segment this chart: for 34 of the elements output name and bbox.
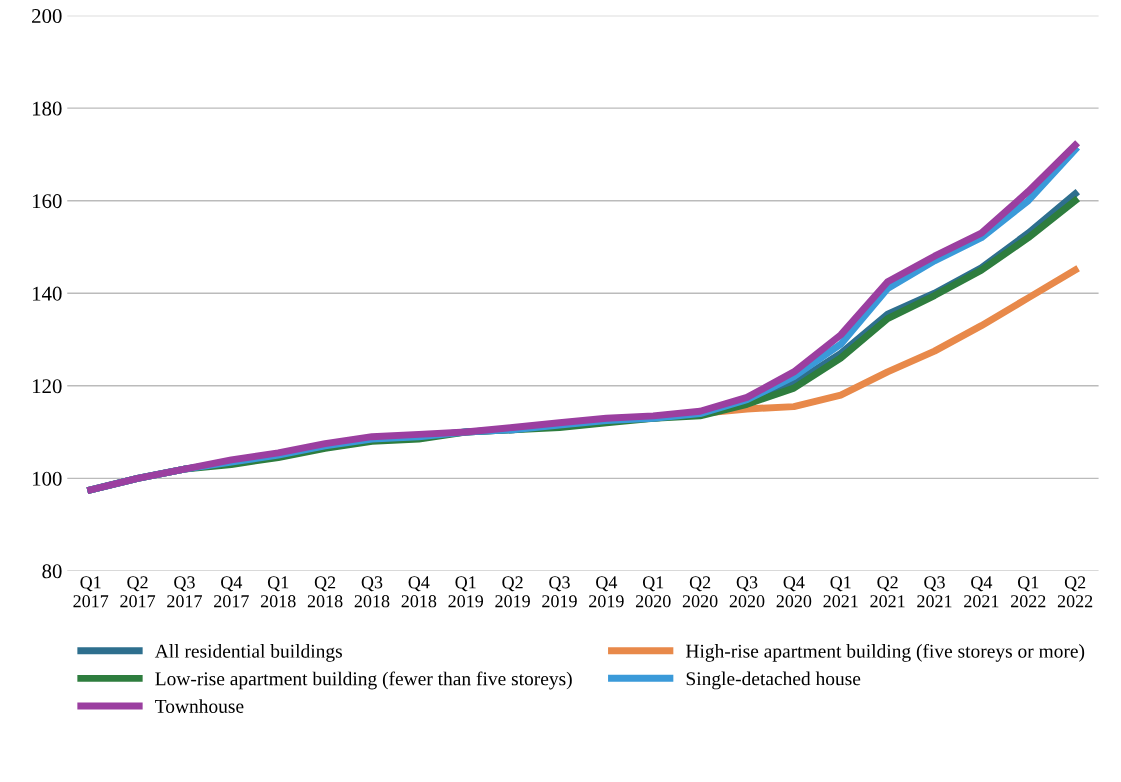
y-tick-label: 160 bbox=[32, 194, 62, 209]
legend-label: Single-detached house bbox=[686, 671, 861, 690]
x-tick-label: Q3 2019 bbox=[542, 576, 577, 608]
x-tick-label: Q4 2018 bbox=[401, 576, 437, 608]
x-tick-label: Q2 2017 bbox=[120, 576, 156, 608]
x-tick-label: Q3 2018 bbox=[354, 576, 390, 608]
y-tick-label: 80 bbox=[42, 564, 62, 579]
x-tick-label: Q4 2020 bbox=[776, 576, 812, 608]
x-tick-label: Q3 2021 bbox=[917, 576, 952, 608]
legend-label: High-rise apartment building (five storeys or more) bbox=[685, 643, 1085, 662]
y-tick-label: 100 bbox=[32, 471, 62, 486]
x-tick-label: Q1 2019 bbox=[448, 576, 484, 608]
x-tick-label: Q1 2018 bbox=[260, 576, 296, 608]
y-tick-label: 120 bbox=[32, 379, 62, 394]
legend-label: Townhouse bbox=[155, 699, 244, 713]
x-tick-label: Q2 2022 bbox=[1057, 576, 1093, 608]
legend-label: All residential buildings bbox=[154, 644, 342, 662]
x-tick-label: Q1 2020 bbox=[635, 576, 671, 608]
x-tick-label: Q1 2022 bbox=[1011, 576, 1046, 608]
x-tick-label: Q1 2021 bbox=[823, 576, 858, 608]
x-tick-label: Q4 2021 bbox=[964, 576, 999, 608]
x-tick-label: Q4 2017 bbox=[214, 576, 249, 608]
x-tick-label: Q2 2019 bbox=[495, 576, 530, 608]
x-tick-label: Q2 2020 bbox=[682, 576, 718, 608]
legend-label: Low-rise apartment building (fewer than five storeys) bbox=[155, 671, 572, 690]
x-tick-label: Q4 2019 bbox=[589, 576, 624, 608]
y-tick-label: 140 bbox=[32, 286, 62, 301]
x-tick-label: Q2 2021 bbox=[870, 576, 905, 608]
x-tick-label: Q1 2017 bbox=[73, 576, 109, 608]
x-tick-label: Q3 2017 bbox=[167, 576, 202, 608]
x-tick-label: Q2 2018 bbox=[307, 576, 343, 608]
x-tick-label: Q3 2020 bbox=[729, 576, 765, 608]
y-tick-label: 180 bbox=[32, 101, 62, 116]
y-tick-label: 200 bbox=[32, 9, 62, 24]
